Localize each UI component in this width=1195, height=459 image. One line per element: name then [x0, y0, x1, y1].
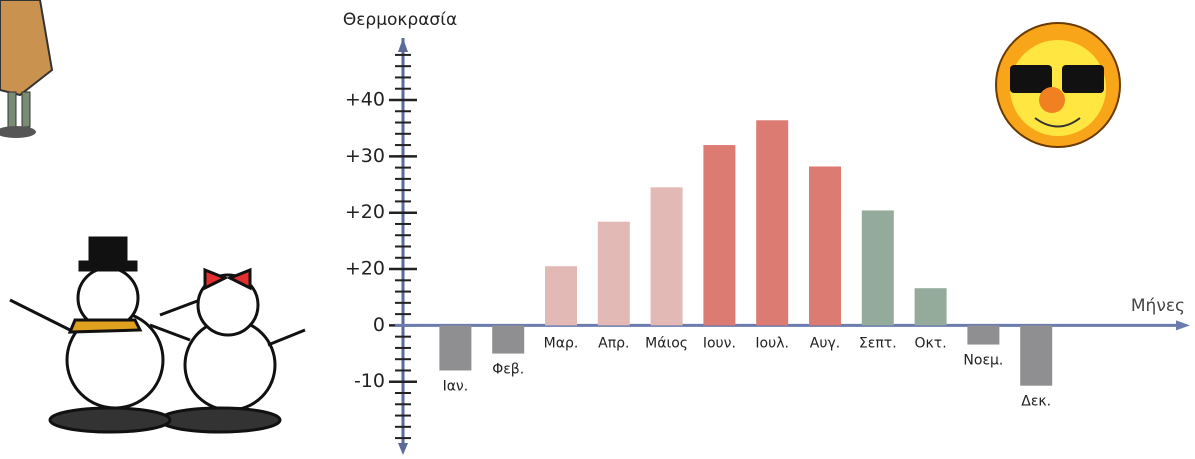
x-tick-label: Σεπτ.	[859, 335, 897, 351]
y-axis-label: Θερμοκρασία	[343, 10, 457, 30]
x-tick-label: Φεβ.	[492, 362, 524, 378]
x-tick-label: Αυγ.	[810, 335, 840, 351]
y-tick-label: +20	[345, 201, 385, 223]
y-tick-label: -10	[354, 370, 385, 392]
bar	[439, 325, 472, 371]
y-tick-label: +30	[345, 145, 385, 167]
bar	[914, 288, 947, 326]
x-tick-label: Ιαν.	[443, 378, 469, 394]
x-tick-label: Δεκ.	[1021, 394, 1051, 410]
bar	[545, 266, 577, 326]
x-tick-label: Ιουλ.	[755, 335, 789, 351]
bar	[597, 221, 630, 326]
y-tick-label: +40	[345, 88, 385, 110]
bar	[756, 120, 789, 326]
y-tick-label: +20	[345, 258, 385, 280]
bar	[492, 325, 525, 354]
bar	[1020, 325, 1053, 386]
bar	[861, 210, 894, 326]
x-tick-label: Ιουν.	[703, 335, 736, 351]
y-axis-arrow-bottom	[398, 443, 408, 455]
x-axis-label: Μήνες	[1131, 296, 1185, 316]
x-axis-arrow	[1176, 320, 1190, 331]
x-tick-label: Νοεμ.	[963, 353, 1003, 369]
bar	[967, 325, 1000, 345]
bar	[650, 187, 683, 326]
bar	[809, 166, 841, 326]
bar	[703, 145, 736, 326]
y-axis-arrow-top	[398, 38, 408, 52]
y-tick-label: 0	[373, 314, 385, 336]
snowmen	[9, 236, 306, 434]
x-tick-label: Απρ.	[598, 335, 629, 351]
x-tick-label: Μαρ.	[544, 335, 579, 351]
x-tick-label: Μάιος	[645, 335, 688, 351]
x-tick-label: Οκτ.	[915, 335, 947, 351]
sun	[995, 22, 1121, 148]
girl-figure	[0, 0, 54, 138]
